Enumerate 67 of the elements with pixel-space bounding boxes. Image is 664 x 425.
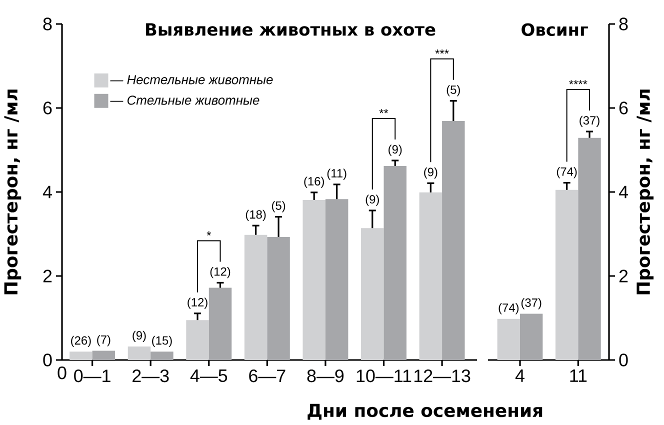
- y-axis-title: Прогестерон, нг /мл: [636, 90, 654, 294]
- annotation: (5): [446, 85, 460, 96]
- y-tick-label: 8: [619, 18, 628, 30]
- annotation: (26): [71, 336, 91, 348]
- y-tick-label: 4: [42, 186, 52, 198]
- annotation: ***: [435, 49, 449, 54]
- bar: [267, 236, 290, 360]
- bar: [150, 352, 174, 360]
- x-tick-label: 2—3: [132, 370, 169, 382]
- legend-label: — Нестельные животные: [110, 75, 273, 84]
- legend-label: — Стельные животные: [110, 96, 260, 105]
- y-tick-label: 2: [619, 270, 628, 282]
- annotation: (5): [272, 201, 286, 212]
- bar: [520, 314, 543, 360]
- bar: [208, 288, 232, 360]
- annotation: (7): [97, 335, 110, 346]
- y-axis-title: Прогестерон, нг /мл: [4, 90, 22, 294]
- bar: [442, 121, 465, 360]
- y-tick-label: 0: [619, 354, 628, 366]
- annotation: (37): [521, 298, 542, 310]
- annotation: (9): [366, 194, 379, 206]
- bar: [70, 352, 92, 360]
- bar: [302, 200, 326, 360]
- annotation: (9): [388, 144, 402, 156]
- bar: [361, 228, 384, 360]
- chart-title: Овсинг: [522, 23, 588, 36]
- bar: [384, 166, 406, 360]
- x-tick-label: 8—9: [307, 370, 344, 382]
- y-tick-label: 2: [43, 270, 52, 282]
- x-tick-label: 4: [515, 370, 524, 382]
- x-tick-label: 12—13: [414, 370, 470, 382]
- bar: [92, 350, 116, 360]
- bar: [128, 346, 151, 360]
- chart-title: Выявление животных в охоте: [146, 23, 436, 36]
- annotation: (9): [424, 167, 438, 179]
- bar: [419, 192, 442, 360]
- x-tick-label: 0—1: [74, 370, 110, 382]
- annotation: (12): [188, 298, 208, 309]
- x-axis-title: Дни после осеменения: [308, 404, 542, 420]
- bar: [497, 318, 520, 360]
- y-tick-label: 0: [43, 354, 52, 366]
- annotation: (12): [210, 267, 230, 278]
- y-tick-label: 6: [43, 102, 52, 114]
- annotation: (15): [152, 336, 172, 348]
- x-tick-label: 6—7: [249, 370, 286, 382]
- x-tick-label: 4—5: [190, 370, 228, 382]
- annotation: ****: [569, 80, 588, 84]
- bar: [186, 320, 209, 360]
- annotation: (16): [304, 176, 324, 188]
- y-tick-label: 4: [618, 186, 628, 198]
- bar: [578, 138, 601, 360]
- y-tick-label: 8: [43, 18, 52, 30]
- text: 0: [58, 366, 66, 380]
- annotation: (37): [580, 116, 600, 127]
- annotation: (74): [556, 167, 577, 178]
- y-tick-label: 6: [619, 102, 628, 114]
- x-tick-label: 11: [570, 370, 587, 382]
- annotation: **: [379, 109, 388, 114]
- annotation: (9): [132, 330, 146, 342]
- bar: [325, 199, 348, 360]
- bar: [555, 190, 578, 360]
- annotation: (11): [327, 168, 346, 180]
- annotation: (18): [246, 210, 266, 222]
- annotation: *: [206, 231, 212, 236]
- annotation: (74): [498, 303, 519, 314]
- x-tick-label: 10—11: [356, 370, 412, 382]
- bar: [244, 234, 268, 360]
